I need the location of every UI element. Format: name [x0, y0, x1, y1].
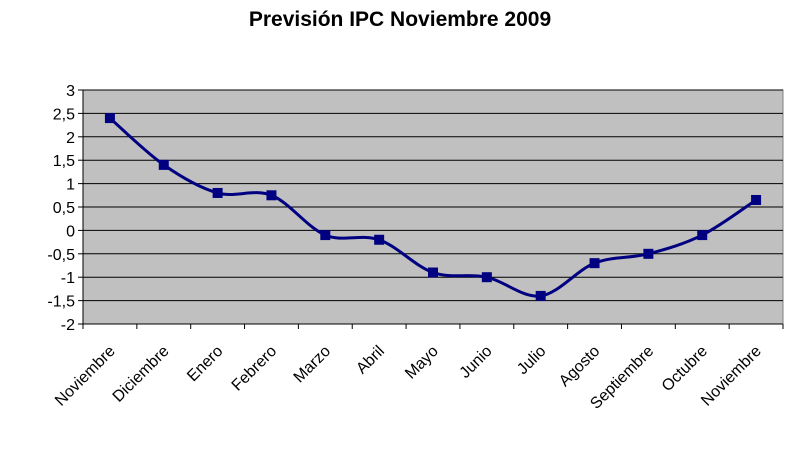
y-tick-label: 1,5: [53, 153, 75, 170]
data-point: [643, 248, 654, 259]
y-tick-label: 3: [66, 83, 75, 100]
data-point: [320, 230, 331, 241]
x-tick-label: Marzo: [291, 343, 335, 387]
y-tick-label: -1: [61, 270, 75, 287]
x-tick-label: Noviembre: [52, 343, 119, 410]
x-tick-label: Enero: [184, 343, 226, 385]
y-tick-label: 2,5: [53, 106, 75, 123]
data-point: [158, 159, 169, 170]
y-tick-label: 2: [66, 130, 75, 147]
chart-title: Previsión IPC Noviembre 2009: [248, 8, 552, 31]
data-point: [266, 190, 277, 201]
y-tick-label: -0,5: [47, 247, 75, 264]
y-tick-label: 0,5: [53, 200, 75, 217]
data-point: [374, 234, 385, 245]
data-point: [589, 258, 600, 269]
data-point: [104, 113, 115, 124]
x-tick-label: Octubre: [659, 343, 711, 395]
x-tick-label: Julio: [514, 343, 549, 378]
x-tick-label: Mayo: [402, 343, 442, 383]
x-tick-label: Febrero: [229, 343, 281, 395]
data-point: [428, 267, 438, 278]
x-tick-label: Abril: [353, 343, 388, 378]
y-tick-label: 0: [66, 223, 75, 240]
data-point: [535, 290, 546, 301]
data-point: [697, 230, 708, 241]
data-point: [751, 194, 762, 205]
y-tick-label: -1,5: [47, 294, 75, 311]
data-point: [481, 272, 492, 283]
x-tick-label: Junio: [457, 343, 496, 382]
data-point: [212, 187, 223, 198]
x-tick-label: Agosto: [556, 343, 603, 390]
y-tick-label: 1: [66, 177, 75, 194]
y-tick-label: -2: [61, 317, 75, 334]
x-tick-label: Diciembre: [110, 343, 173, 406]
